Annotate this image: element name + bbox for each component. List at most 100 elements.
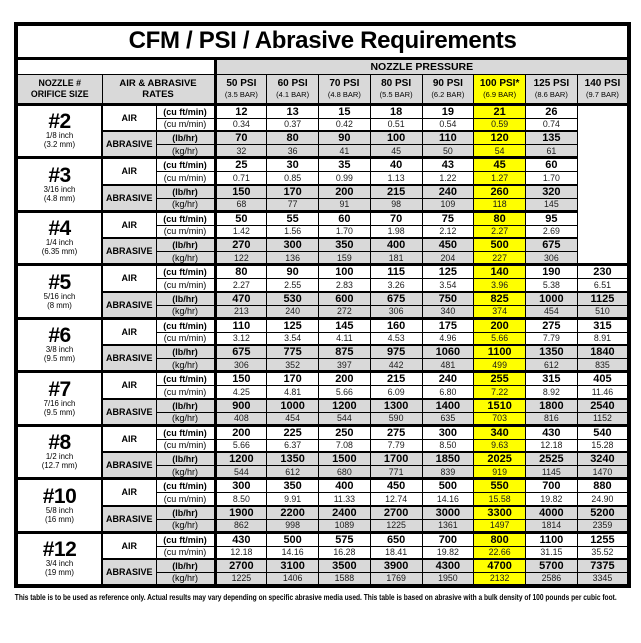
value-cell: 12.18 (214, 545, 268, 560)
nozzle-mm-size: (9.5 mm) (43, 407, 76, 417)
air-label: AIR (101, 102, 157, 132)
value-cell: 19.82 (525, 492, 578, 506)
value-cell: 8.92 (525, 385, 578, 399)
value-cell: 0.51 (369, 117, 423, 132)
unit-label: (lb/hr) (155, 558, 217, 573)
value-cell: 5.66 (214, 438, 268, 453)
nozzle-mm-size: (9.5 mm) (43, 354, 76, 364)
nozzle-cell: #3 3/16 inch (4.8 mm) (15, 156, 103, 212)
value-cell: 1000 (525, 290, 578, 306)
value-cell: 1814 (525, 518, 578, 533)
value-cell: 3.96 (473, 278, 526, 292)
value-cell: 397 (318, 358, 371, 372)
value-cell: 240 (266, 304, 319, 319)
abrasive-lb-row: ABRASIVE (lb/hr) 1900 2200 2400 2700 3000 3300 4… (16, 504, 630, 533)
value-cell: 160 (369, 316, 423, 333)
value-cell: 8.50 (421, 438, 475, 453)
value-cell: 6.51 (576, 278, 630, 292)
value-cell: 1200 (214, 451, 268, 466)
value-cell: 2.83 (318, 278, 371, 292)
value-cell: 4.53 (369, 331, 423, 346)
value-cell: 7.08 (318, 438, 371, 453)
nozzle-mm-size: (8 mm) (47, 300, 72, 310)
value-cell: 213 (214, 304, 268, 319)
value-cell: 136 (266, 251, 319, 265)
value-cell: 125 (421, 263, 475, 279)
air-cfm-row: #2 1/8 inch (3.2 mm) AIR (cu ft/min) 12 13 15 18… (15, 102, 630, 265)
nozzle-inch-size: 5/16 inch (43, 291, 76, 301)
nozzle-number: #12 (42, 538, 77, 562)
value-cell: 140 (473, 263, 526, 279)
psi-label: 100 PSI* (479, 78, 520, 89)
value-cell: 470 (214, 290, 268, 306)
value-cell: 2.55 (266, 278, 319, 292)
bar-label: (8.6 BAR) (534, 90, 568, 99)
value-cell: 3240 (576, 451, 630, 466)
psi-label: 140 PSI (584, 78, 621, 89)
abrasive-label: ABRASIVE (101, 344, 157, 372)
value-cell: 91 (318, 197, 371, 212)
value-cell: 122 (214, 251, 268, 265)
value-cell: 36 (266, 144, 319, 158)
air-metric-row: (cu m/min) 3.12 3.54 4.11 4.53 4.96 5.66 7.79 8.… (16, 331, 630, 346)
air-cfm-row: #6 3/8 inch (9.5 mm) AIR (cu ft/min) 110 125 14… (15, 316, 630, 372)
unit-label: (lb/hr) (155, 130, 217, 145)
value-cell: 1225 (214, 572, 268, 586)
main-table: CFM / PSI / Abrasive Requirements NOZZLE… (14, 22, 632, 588)
value-cell: 1510 (473, 397, 526, 413)
abrasive-lb-row: ABRASIVE (lb/hr) 150 170 200 215 240 260 320 (16, 183, 629, 212)
value-cell: 35 (318, 156, 371, 172)
unit-label: (cu m/min) (155, 331, 217, 346)
value-cell: 4.25 (214, 385, 268, 399)
value-cell: 2.27 (214, 278, 268, 292)
value-cell: 12.18 (525, 438, 578, 453)
value-cell: 270 (214, 237, 268, 252)
air-metric-row: (cu m/min) 4.25 4.81 5.66 6.09 6.80 7.22 8.92 11… (16, 385, 630, 399)
value-cell: 919 (473, 465, 526, 479)
value-cell: 275 (525, 316, 578, 333)
value-cell: 5.66 (473, 331, 526, 346)
value-cell: 109 (421, 197, 475, 212)
value-cell: 9.91 (266, 492, 319, 506)
value-cell: 0.74 (525, 117, 578, 132)
value-cell: 1225 (369, 518, 423, 533)
value-cell: 2359 (576, 518, 630, 533)
value-cell: 100 (369, 130, 423, 145)
value-cell: 500 (421, 477, 475, 493)
abrasive-label: ABRASIVE (101, 237, 157, 265)
value-cell: 11.46 (576, 385, 630, 399)
value-cell: 190 (525, 263, 578, 279)
unit-label: (kg/hr) (155, 411, 217, 426)
value-cell: 70 (369, 209, 423, 226)
value-cell: 0.34 (214, 117, 268, 132)
value-cell: 675 (525, 237, 578, 252)
value-cell: 600 (318, 290, 371, 306)
nozzle-column-header: NOZZLE # ORIFICE SIZE (15, 73, 103, 106)
bar-label: (6.9 BAR) (483, 90, 517, 99)
value-cell: 135 (525, 130, 578, 145)
value-cell: 31.15 (525, 545, 578, 560)
unit-label: (lb/hr) (155, 183, 217, 199)
pressure-col-header: 100 PSI* (6.9 BAR) (473, 73, 526, 106)
air-label: AIR (101, 316, 157, 346)
value-cell: 120 (473, 130, 526, 145)
unit-label: (cu ft/min) (155, 263, 217, 279)
nozzle-number: #8 (48, 431, 71, 455)
value-cell: 998 (266, 518, 319, 533)
nozzle-cell: #6 3/8 inch (9.5 mm) (15, 316, 103, 372)
value-cell: 1.98 (369, 224, 423, 239)
unit-label: (cu m/min) (155, 545, 217, 560)
value-cell: 835 (576, 358, 630, 372)
nozzle-inch-size: 5/8 inch (45, 505, 74, 515)
value-cell: 6.37 (266, 438, 319, 453)
value-cell: 18.41 (369, 545, 423, 560)
value-cell: 1769 (369, 572, 423, 586)
value-cell: 80 (473, 209, 526, 226)
unit-label: (kg/hr) (155, 358, 217, 372)
value-cell: 32 (214, 144, 268, 158)
value-cell: 60 (525, 156, 578, 172)
value-cell: 499 (473, 358, 526, 372)
value-cell: 5700 (525, 558, 578, 573)
value-cell: 975 (369, 344, 423, 359)
nozzle-inch-size: 7/16 inch (43, 398, 76, 408)
